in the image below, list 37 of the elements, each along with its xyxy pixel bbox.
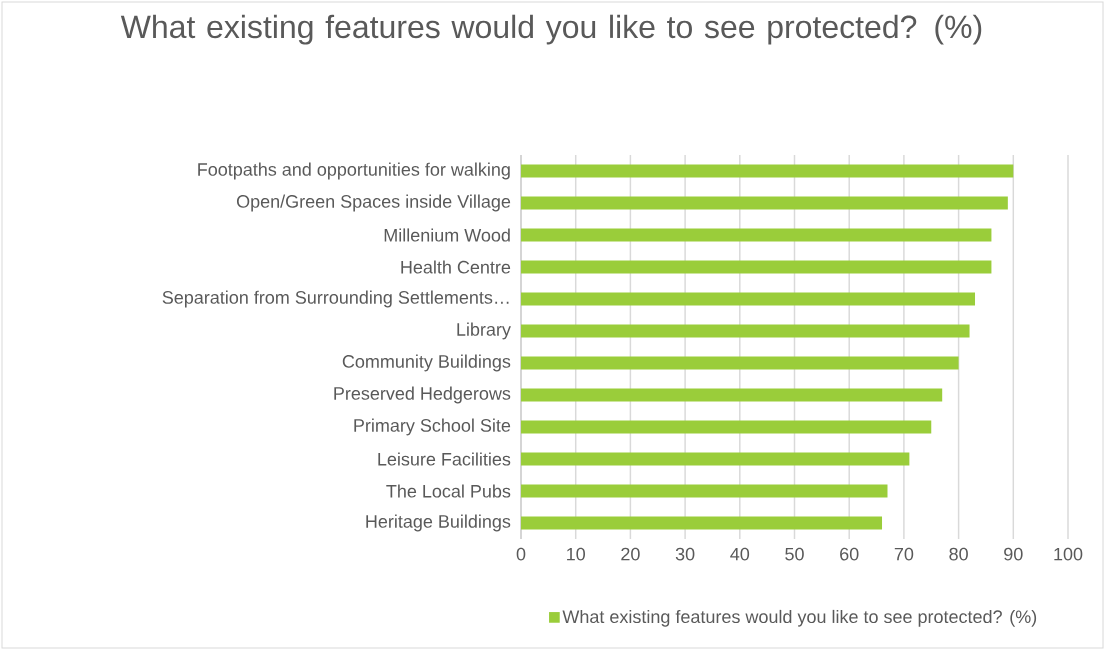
x-tick-label: 50 [785, 547, 804, 561]
bar [521, 260, 992, 274]
y-tick-label: Leisure Facilities [378, 452, 511, 466]
bar [521, 484, 888, 498]
y-tick-label: Library [457, 322, 511, 340]
y-tick-label: Millenium Wood [384, 228, 510, 242]
bar [521, 324, 970, 338]
y-tick-label: Health Centre [401, 260, 511, 274]
x-tick-label: 80 [949, 547, 968, 561]
x-tick-label: 100 [1054, 547, 1083, 561]
y-tick-label: The Local Pubs [386, 484, 511, 498]
bar [521, 388, 943, 402]
bar [521, 452, 910, 466]
y-tick-label: Community Buildings [342, 354, 511, 372]
x-tick-label: 10 [567, 547, 586, 561]
bar [521, 356, 959, 370]
chart-title: What existing features would you like to see protected? (%) [120, 14, 982, 45]
y-tick-label: Open/Green Spaces inside Village [236, 194, 511, 212]
y-tick-label: Heritage Buildings [366, 514, 511, 532]
x-tick-label: 60 [840, 547, 859, 561]
x-tick-label: 0 [516, 547, 526, 561]
bar [521, 196, 1008, 210]
bar [521, 164, 1014, 178]
bar [521, 228, 992, 242]
x-tick-label: 20 [621, 547, 640, 561]
y-tick-label: Footpaths and opportunities for walking [198, 162, 510, 180]
legend-label: What existing features would you like to see protected? (%) [562, 609, 1037, 627]
y-tick-label: Preserved Hedgerows [334, 386, 511, 404]
bar [521, 420, 932, 434]
x-tick-label: 30 [675, 547, 695, 561]
y-tick-label: Primary School Site [354, 418, 511, 436]
x-tick-label: 70 [894, 547, 914, 561]
x-tick-label: 40 [730, 547, 750, 561]
y-tick-label: Separation from Surrounding Settlements… [162, 290, 509, 308]
x-tick-label: 90 [1004, 547, 1023, 561]
bar [521, 292, 976, 306]
bar [521, 516, 883, 530]
